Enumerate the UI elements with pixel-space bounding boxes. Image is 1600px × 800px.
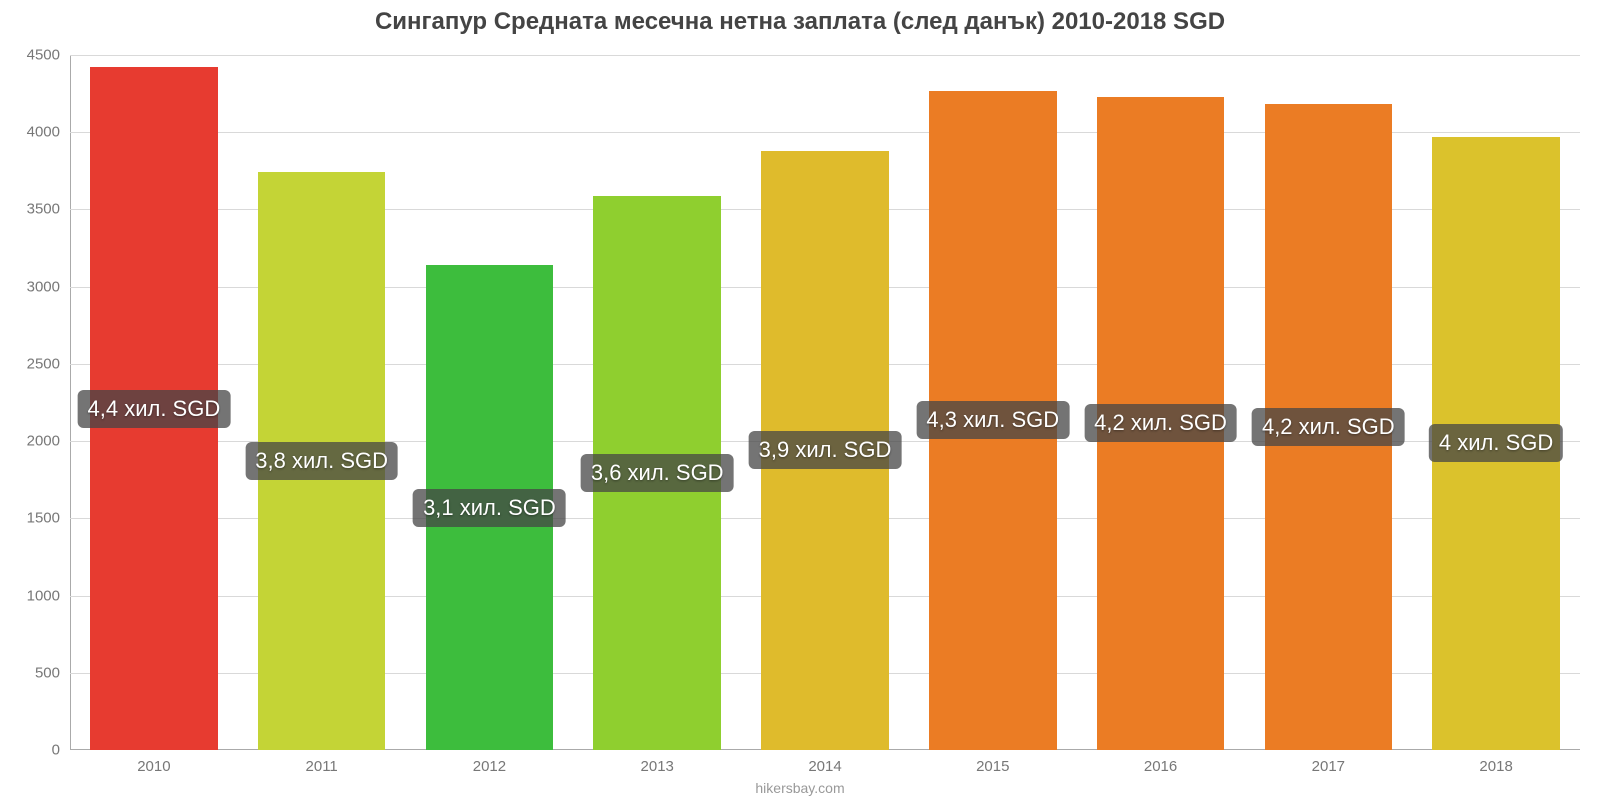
value-badge: 4 хил. SGD	[1429, 424, 1563, 462]
y-tick-label: 4500	[27, 47, 70, 64]
value-badge: 3,9 хил. SGD	[749, 431, 902, 469]
x-tick-label: 2010	[137, 750, 170, 775]
value-badge: 3,6 хил. SGD	[581, 454, 734, 492]
value-badge: 4,3 хил. SGD	[916, 401, 1069, 439]
x-tick-label: 2014	[808, 750, 841, 775]
y-tick-label: 2500	[27, 355, 70, 372]
x-tick-label: 2015	[976, 750, 1009, 775]
x-tick-label: 2017	[1312, 750, 1345, 775]
bars-layer	[70, 55, 1580, 750]
value-badge: 3,1 хил. SGD	[413, 489, 566, 527]
plot-area: 050010001500200025003000350040004500 4,4…	[70, 55, 1580, 750]
y-tick-label: 500	[35, 664, 70, 681]
value-badge: 4,2 хил. SGD	[1084, 404, 1237, 442]
y-tick-label: 0	[52, 742, 70, 759]
x-tick-label: 2016	[1144, 750, 1177, 775]
value-badge: 4,4 хил. SGD	[78, 390, 231, 428]
value-badge: 4,2 хил. SGD	[1252, 408, 1405, 446]
y-tick-label: 4000	[27, 124, 70, 141]
attribution-text: hikersbay.com	[0, 780, 1600, 796]
y-tick-label: 1500	[27, 510, 70, 527]
chart-title: Сингапур Средната месечна нетна заплата …	[0, 8, 1600, 36]
bar-chart: Сингапур Средната месечна нетна заплата …	[0, 0, 1600, 800]
x-tick-label: 2018	[1479, 750, 1512, 775]
y-tick-label: 1000	[27, 587, 70, 604]
value-badge: 3,8 хил. SGD	[245, 442, 398, 480]
x-tick-label: 2013	[641, 750, 674, 775]
y-tick-label: 2000	[27, 433, 70, 450]
x-tick-label: 2011	[306, 750, 338, 775]
y-tick-label: 3000	[27, 278, 70, 295]
y-tick-label: 3500	[27, 201, 70, 218]
x-tick-label: 2012	[473, 750, 506, 775]
